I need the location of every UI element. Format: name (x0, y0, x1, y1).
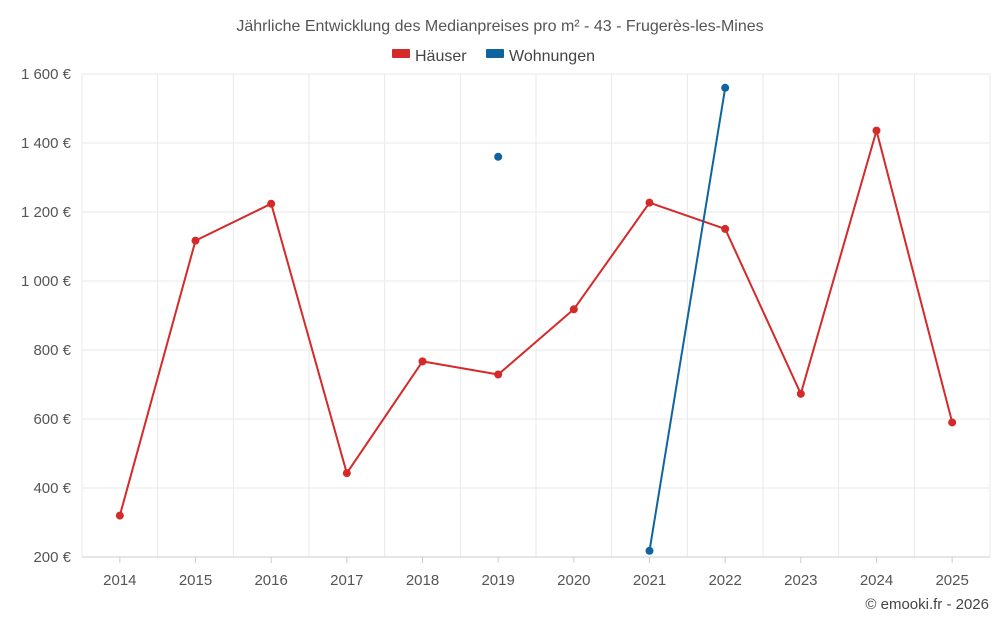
data-point-haeuser-2025[interactable] (948, 418, 957, 427)
x-tick-label: 2024 (860, 572, 893, 589)
data-point-haeuser-2022[interactable] (721, 224, 730, 233)
x-tick-label: 2018 (406, 572, 439, 589)
legend-swatch-wohnungen (486, 49, 504, 58)
data-point-haeuser-2019[interactable] (494, 370, 503, 379)
data-point-haeuser-2023[interactable] (796, 389, 805, 398)
x-tick-label: 2021 (633, 572, 666, 589)
x-tick-label: 2025 (935, 572, 968, 589)
legend-label-wohnungen: Wohnungen (509, 48, 595, 65)
series-line-wohnungen (648, 87, 727, 551)
y-tick-label: 800 € (33, 342, 71, 359)
series-haeuser (115, 126, 957, 520)
x-tick-label: 2015 (179, 572, 212, 589)
series (115, 83, 957, 555)
legend: Häuser Wohnungen (392, 48, 595, 65)
legend-item-haeuser[interactable]: Häuser (392, 48, 467, 65)
legend-item-wohnungen[interactable]: Wohnungen (486, 48, 595, 65)
data-point-haeuser-2017[interactable] (342, 469, 351, 478)
data-point-haeuser-2020[interactable] (569, 305, 578, 314)
y-tick-label: 200 € (33, 549, 71, 566)
x-tick-label: 2016 (254, 572, 287, 589)
axes: 200 € 400 € 600 € 800 € 1 000 € 1 200 € 1 400 … (21, 66, 990, 589)
chart-title: Jährliche Entwicklung des Medianpreises … (236, 18, 763, 35)
legend-swatch-haeuser (392, 49, 410, 58)
data-point-haeuser-2018[interactable] (418, 357, 427, 366)
x-tick-label: 2023 (784, 572, 817, 589)
data-point-wohnungen-2021[interactable] (645, 546, 654, 555)
x-tick-label: 2014 (103, 572, 136, 589)
data-point-haeuser-2021[interactable] (645, 198, 654, 207)
y-tick-label: 400 € (33, 480, 71, 497)
data-point-haeuser-2024[interactable] (872, 126, 881, 135)
data-point-haeuser-2016[interactable] (267, 199, 276, 208)
y-tick-label: 1 400 € (21, 135, 72, 152)
data-point-haeuser-2015[interactable] (191, 236, 200, 245)
x-tick-label: 2019 (481, 572, 514, 589)
legend-label-haeuser: Häuser (415, 48, 467, 65)
grid (81, 73, 991, 558)
y-tick-label: 1 600 € (21, 66, 72, 83)
credit-text: © emooki.fr - 2026 (865, 596, 989, 613)
data-point-haeuser-2014[interactable] (115, 511, 124, 520)
data-point-wohnungen-2022[interactable] (721, 83, 730, 92)
x-tick-label: 2022 (708, 572, 741, 589)
y-tick-label: 1 000 € (21, 273, 72, 290)
y-tick-label: 1 200 € (21, 204, 72, 221)
x-tick-label: 2017 (330, 572, 363, 589)
data-point-wohnungen-2019[interactable] (494, 152, 503, 161)
y-tick-label: 600 € (33, 411, 71, 428)
series-line-haeuser (118, 129, 954, 516)
series-wohnungen (494, 83, 730, 555)
x-tick-label: 2020 (557, 572, 590, 589)
